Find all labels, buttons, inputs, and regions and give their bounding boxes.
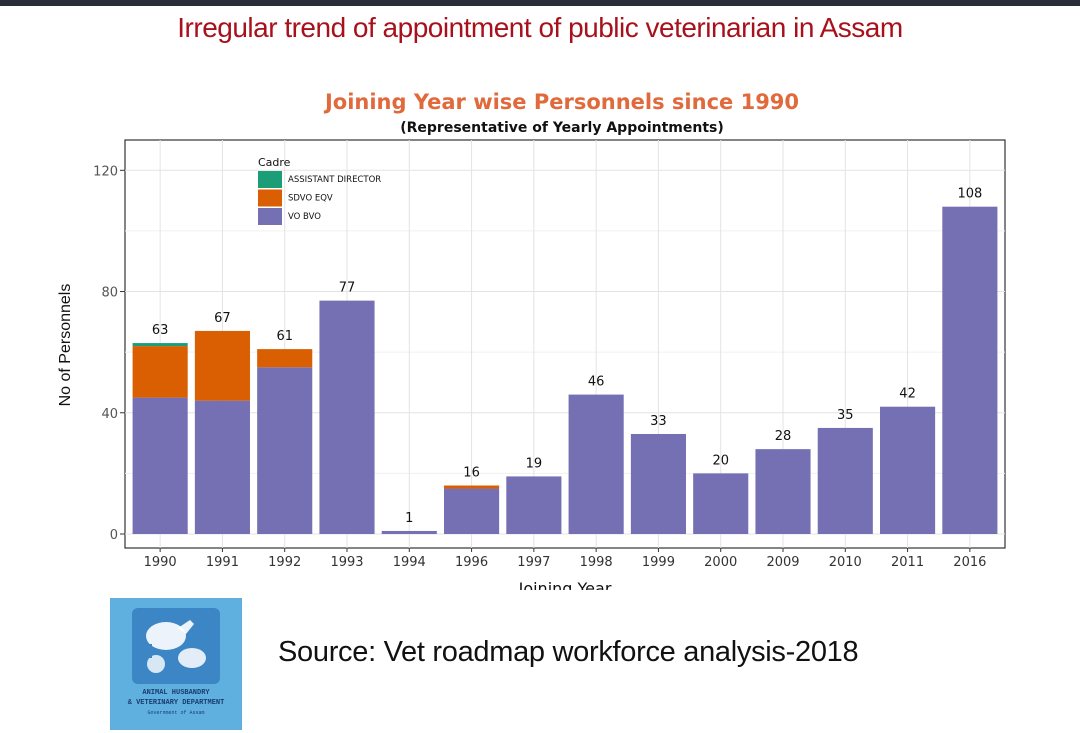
legend-title: Cadre: [258, 156, 291, 169]
bar-2010-vo-bvo: [817, 427, 873, 534]
value-label: 28: [775, 429, 792, 444]
x-tick-label: 2016: [953, 555, 986, 570]
x-tick-label: 2009: [766, 555, 799, 570]
x-tick-label: 1990: [144, 555, 177, 570]
chart-subtitle: (Representative of Yearly Appointments): [400, 120, 724, 136]
value-label: 42: [899, 387, 916, 402]
y-tick-label: 120: [93, 164, 118, 179]
x-tick-label: 1992: [268, 555, 301, 570]
y-tick-label: 0: [110, 528, 118, 543]
x-tick-label: 2011: [891, 555, 924, 570]
y-axis-label: No of Personnels: [57, 284, 74, 407]
bar-1994-vo-bvo: [381, 530, 437, 534]
legend-swatch-assistant-director: [258, 171, 282, 188]
value-label: 46: [588, 375, 605, 390]
value-label: 108: [957, 187, 982, 202]
legend: Cadre ASSISTANT DIRECTOR SDVO EQV VO BVO: [258, 156, 381, 225]
top-strip: [0, 0, 1080, 6]
x-axis-label: Joining Year: [518, 579, 612, 590]
logo-line-2: & VETERINARY DEPARTMENT: [127, 699, 225, 707]
legend-swatch-vo-bvo: [258, 208, 282, 225]
x-axis: 1990 1991 1992 1993 1994 1996 1997 1998 1999 2000…: [144, 548, 986, 570]
x-tick-label: 1994: [393, 555, 426, 570]
bar-1990-vo-bvo: [132, 397, 188, 534]
source-caption: Source: Vet roadmap workforce analysis-2…: [278, 636, 859, 668]
bar-1992-vo-bvo: [257, 367, 313, 534]
bar-1996-vo-bvo: [444, 488, 500, 534]
value-label: 35: [837, 408, 854, 423]
legend-label: VO BVO: [288, 212, 321, 222]
value-label: 19: [526, 456, 543, 471]
bar-1991-sdvo-eqv: [194, 330, 250, 401]
x-tick-label: 1999: [642, 555, 675, 570]
bar-1996-sdvo-eqv: [444, 485, 500, 489]
bar-1992-sdvo-eqv: [257, 349, 313, 368]
y-tick-label: 40: [101, 407, 118, 422]
bar-chart: Joining Year wise Personnels since 1990 …: [57, 90, 1006, 590]
value-label: 33: [650, 414, 667, 429]
logo-line-3: Government of Assam: [147, 710, 205, 716]
value-label: 1: [405, 511, 413, 526]
value-label: 63: [152, 323, 169, 338]
x-tick-label: 2000: [704, 555, 737, 570]
bar-1997-vo-bvo: [506, 476, 562, 534]
value-label: 20: [712, 453, 729, 468]
x-tick-label: 1997: [517, 555, 550, 570]
bar-1991-vo-bvo: [194, 400, 250, 534]
y-axis: 0 40 80 120: [93, 164, 125, 543]
value-label: 77: [339, 281, 356, 296]
logo-line-1: ANIMAL HUSBANDRY: [142, 689, 210, 697]
x-tick-label: 2010: [829, 555, 862, 570]
x-tick-label: 1993: [330, 555, 363, 570]
legend-label: ASSISTANT DIRECTOR: [288, 175, 381, 185]
value-label: 67: [214, 311, 231, 326]
bars-group: [132, 206, 998, 534]
x-tick-label: 1996: [455, 555, 488, 570]
x-tick-label: 1991: [206, 555, 239, 570]
legend-swatch-sdvo-eqv: [258, 189, 282, 207]
chart-title: Joining Year wise Personnels since 1990: [323, 90, 799, 114]
animal-emblem-icon: [132, 608, 220, 684]
x-tick-label: 1998: [580, 555, 613, 570]
bar-1993-vo-bvo: [319, 300, 375, 534]
slide-title: Irregular trend of appointment of public…: [177, 12, 903, 43]
bar-2011-vo-bvo: [880, 406, 936, 534]
bar-2000-vo-bvo: [693, 473, 749, 534]
value-labels: 63 67 61 77 1 16 19 46 33 20 28 35 42 108: [152, 187, 982, 526]
bar-2009-vo-bvo: [755, 449, 811, 534]
bar-1990-sdvo-eqv: [132, 346, 188, 398]
bar-2016-vo-bvo: [942, 206, 998, 534]
plot-panel: [124, 139, 1006, 549]
value-label: 16: [463, 466, 480, 481]
value-label: 61: [276, 329, 293, 344]
department-logo: ANIMAL HUSBANDRY & VETERINARY DEPARTMENT…: [110, 598, 242, 730]
legend-label: SDVO EQV: [288, 194, 333, 204]
y-tick-label: 80: [101, 286, 118, 301]
bar-1998-vo-bvo: [568, 394, 624, 534]
bar-1999-vo-bvo: [630, 433, 686, 534]
bar-1990-assistant-director: [132, 343, 188, 347]
